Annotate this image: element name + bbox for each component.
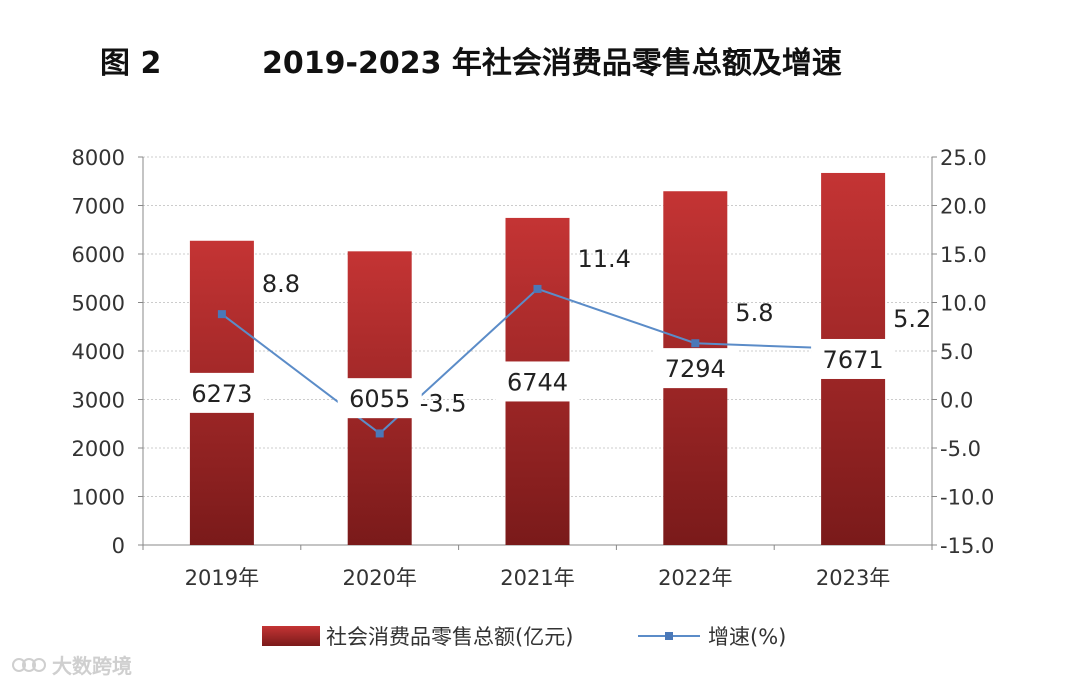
x-tick-label: 2022年 — [658, 566, 732, 590]
x-tick-label: 2023年 — [816, 566, 890, 590]
growth-value-label: 5.2 — [893, 305, 931, 333]
growth-value-label: -3.5 — [420, 389, 467, 417]
axes: 0 1000 2000 3000 4000 5000 6000 7000 8000 -15.0 -1… — [72, 146, 995, 590]
bar-label-bg — [653, 348, 738, 389]
left-tick-label: 2000 — [72, 437, 125, 461]
legend-line-marker — [665, 632, 673, 640]
right-tick-label: 15.0 — [940, 243, 987, 267]
left-tick-label: 6000 — [72, 243, 125, 267]
watermark: 大数跨境 — [12, 650, 132, 679]
bar-value-label: 7671 — [823, 346, 884, 374]
legend-bar-label: 社会消费品零售总额(亿元) — [326, 625, 573, 649]
left-tick-label: 8000 — [72, 146, 125, 170]
data-labels: 6273 6055 6744 7294 7671 8.8 -3.5 11.4 5.8 5.2 — [179, 245, 931, 419]
bar-label-bg — [337, 378, 422, 419]
growth-value-label: 5.8 — [735, 299, 773, 327]
bar-label-bg — [811, 338, 896, 379]
growth-value-label: 8.8 — [262, 270, 300, 298]
bar-series — [189, 172, 886, 546]
bar-value-label: 6744 — [507, 368, 568, 396]
bar-value-label: 6055 — [349, 385, 410, 413]
watermark-text: 大数跨境 — [52, 654, 132, 678]
left-tick-label: 5000 — [72, 292, 125, 316]
growth-point — [375, 429, 384, 438]
bar-value-label: 7294 — [665, 355, 726, 383]
legend-line-label: 增速(%) — [708, 625, 786, 649]
x-tick-label: 2020年 — [342, 566, 416, 590]
bar-value-label: 6273 — [191, 380, 252, 408]
right-tick-label: 5.0 — [940, 340, 973, 364]
figure-number: 图 2 — [100, 46, 162, 81]
right-tick-label: 25.0 — [940, 146, 987, 170]
left-tick-label: 4000 — [72, 340, 125, 364]
growth-point — [217, 310, 226, 319]
bar-label-bg — [495, 361, 580, 402]
left-tick-label: 1000 — [72, 486, 125, 510]
right-tick-label: 20.0 — [940, 195, 987, 219]
right-tick-label: -15.0 — [940, 534, 994, 558]
left-tick-label: 0 — [112, 534, 125, 558]
legend: 社会消费品零售总额(亿元) 增速(%) — [262, 625, 786, 649]
left-tick-label: 3000 — [72, 389, 125, 413]
watermark-logo-icon — [12, 657, 46, 672]
right-tick-label: -5.0 — [940, 437, 981, 461]
legend-bar-swatch — [262, 626, 320, 646]
bar-label-bg — [179, 372, 264, 413]
left-tick-label: 7000 — [72, 195, 125, 219]
right-tick-label: -10.0 — [940, 486, 994, 510]
x-tick-label: 2019年 — [185, 566, 259, 590]
chart-title: 2019-2023 年社会消费品零售总额及增速 — [262, 46, 842, 81]
growth-point — [691, 339, 700, 348]
right-tick-label: 10.0 — [940, 292, 987, 316]
growth-value-label: 11.4 — [578, 245, 631, 273]
right-tick-label: 0.0 — [940, 389, 973, 413]
x-tick-label: 2021年 — [500, 566, 574, 590]
growth-point — [533, 284, 542, 293]
grid-lines — [143, 156, 932, 497]
